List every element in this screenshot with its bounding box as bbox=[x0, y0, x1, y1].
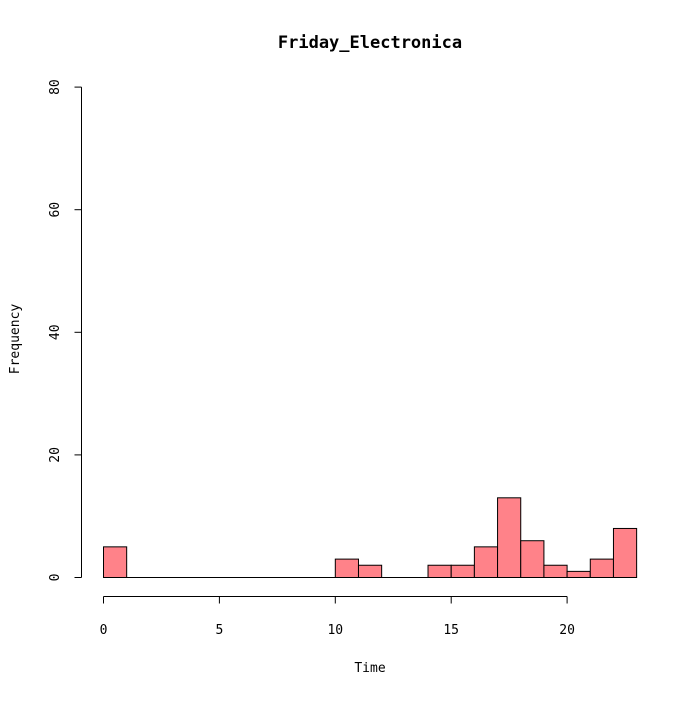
histogram-bar-20 bbox=[566, 570, 591, 578]
y-tick-label-60: 60 bbox=[48, 202, 63, 218]
histogram-bar-11 bbox=[357, 564, 383, 578]
y-axis-label: Frequency bbox=[8, 304, 23, 375]
histogram-bar-22 bbox=[612, 527, 638, 579]
histogram-bar-21 bbox=[589, 558, 614, 578]
x-tick-label-5: 5 bbox=[215, 623, 223, 638]
histogram-bar-15 bbox=[450, 564, 475, 578]
histogram-bar-10 bbox=[334, 558, 359, 578]
y-tick-label-20: 20 bbox=[48, 447, 63, 463]
x-tick-label-10: 10 bbox=[327, 623, 343, 638]
histogram-bar-19 bbox=[543, 564, 568, 578]
x-tick-label-20: 20 bbox=[559, 623, 575, 638]
chart-title: Friday_Electronica bbox=[278, 33, 462, 53]
y-tick-label-0: 0 bbox=[48, 574, 63, 582]
histogram-bar-0 bbox=[103, 546, 128, 578]
y-tick-label-80: 80 bbox=[48, 79, 63, 95]
bars-group bbox=[103, 497, 638, 579]
x-tick-label-0: 0 bbox=[100, 623, 108, 638]
x-axis-label: Time bbox=[354, 661, 385, 676]
y-tick-label-40: 40 bbox=[48, 324, 63, 340]
histogram-bar-17 bbox=[497, 497, 522, 578]
x-tick-label-15: 15 bbox=[443, 623, 459, 638]
histogram-bar-14 bbox=[427, 564, 452, 578]
y-axis: 0 20 40 60 80 bbox=[48, 79, 82, 581]
x-axis: 0 5 10 15 20 bbox=[100, 596, 575, 638]
histogram-bar-16 bbox=[473, 546, 499, 578]
histogram-bar-18 bbox=[520, 540, 545, 578]
